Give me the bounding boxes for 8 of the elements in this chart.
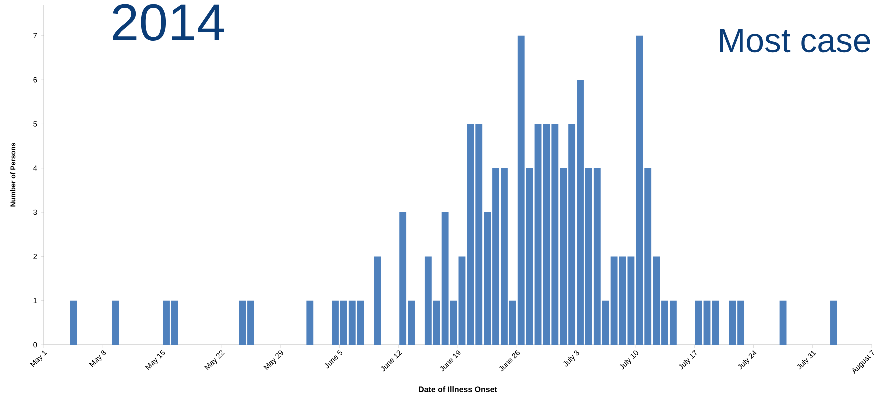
bar xyxy=(780,300,787,345)
bar xyxy=(306,300,314,345)
bar xyxy=(830,300,838,345)
annotation: Most case xyxy=(720,28,870,53)
bar xyxy=(112,300,120,345)
chart-title: 2014 xyxy=(113,4,224,41)
bar xyxy=(70,300,78,345)
bar xyxy=(374,256,382,345)
